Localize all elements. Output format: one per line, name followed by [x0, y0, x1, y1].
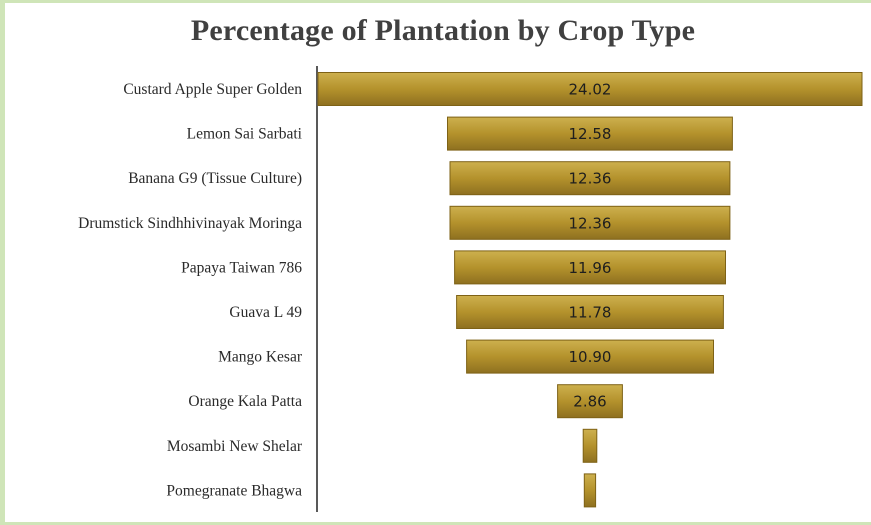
category-label-9: Pomegranate Bhagwa	[166, 482, 302, 499]
value-label-0: 24.02	[569, 81, 612, 99]
bar-7	[557, 384, 623, 419]
value-label-4: 11.96	[569, 259, 612, 277]
category-label-4: Papaya Taiwan 786	[181, 259, 302, 276]
bar-6	[466, 339, 714, 374]
chart-title: Percentage of Plantation by Crop Type	[190, 14, 696, 47]
bars-group	[317, 72, 863, 508]
bar-5	[456, 295, 724, 329]
value-label-2: 12.36	[569, 170, 612, 188]
value-label-5: 11.78	[569, 304, 612, 322]
category-label-1: Lemon Sai Sarbati	[187, 126, 303, 143]
category-label-7: Orange Kala Patta	[188, 393, 302, 410]
bar-9	[583, 473, 597, 508]
category-label-0: Custard Apple Super Golden	[123, 81, 302, 98]
bar-4	[454, 250, 726, 285]
value-label-6: 10.90	[569, 348, 612, 366]
bar-3	[449, 205, 731, 240]
bar-1	[447, 116, 733, 151]
bar-0	[317, 72, 863, 106]
category-label-5: Guava L 49	[229, 304, 302, 321]
category-label-2: Banana G9 (Tissue Culture)	[128, 170, 302, 187]
value-label-7: 2.86	[573, 393, 606, 411]
category-label-6: Mango Kesar	[218, 349, 303, 366]
value-label-3: 12.36	[569, 214, 612, 232]
value-labels-group: 24.02 12.58 12.36 12.36 11.96 11.78 10.90 2.86	[569, 81, 612, 411]
value-label-1: 12.58	[569, 125, 612, 143]
bar-2	[449, 161, 731, 196]
category-label-3: Drumstick Sindhhivinayak Moringa	[78, 215, 302, 232]
bar-8	[582, 428, 598, 463]
category-labels-group: Custard Apple Super Golden Lemon Sai Sarb…	[78, 81, 303, 499]
category-label-8: Mosambi New Shelar	[167, 438, 303, 455]
